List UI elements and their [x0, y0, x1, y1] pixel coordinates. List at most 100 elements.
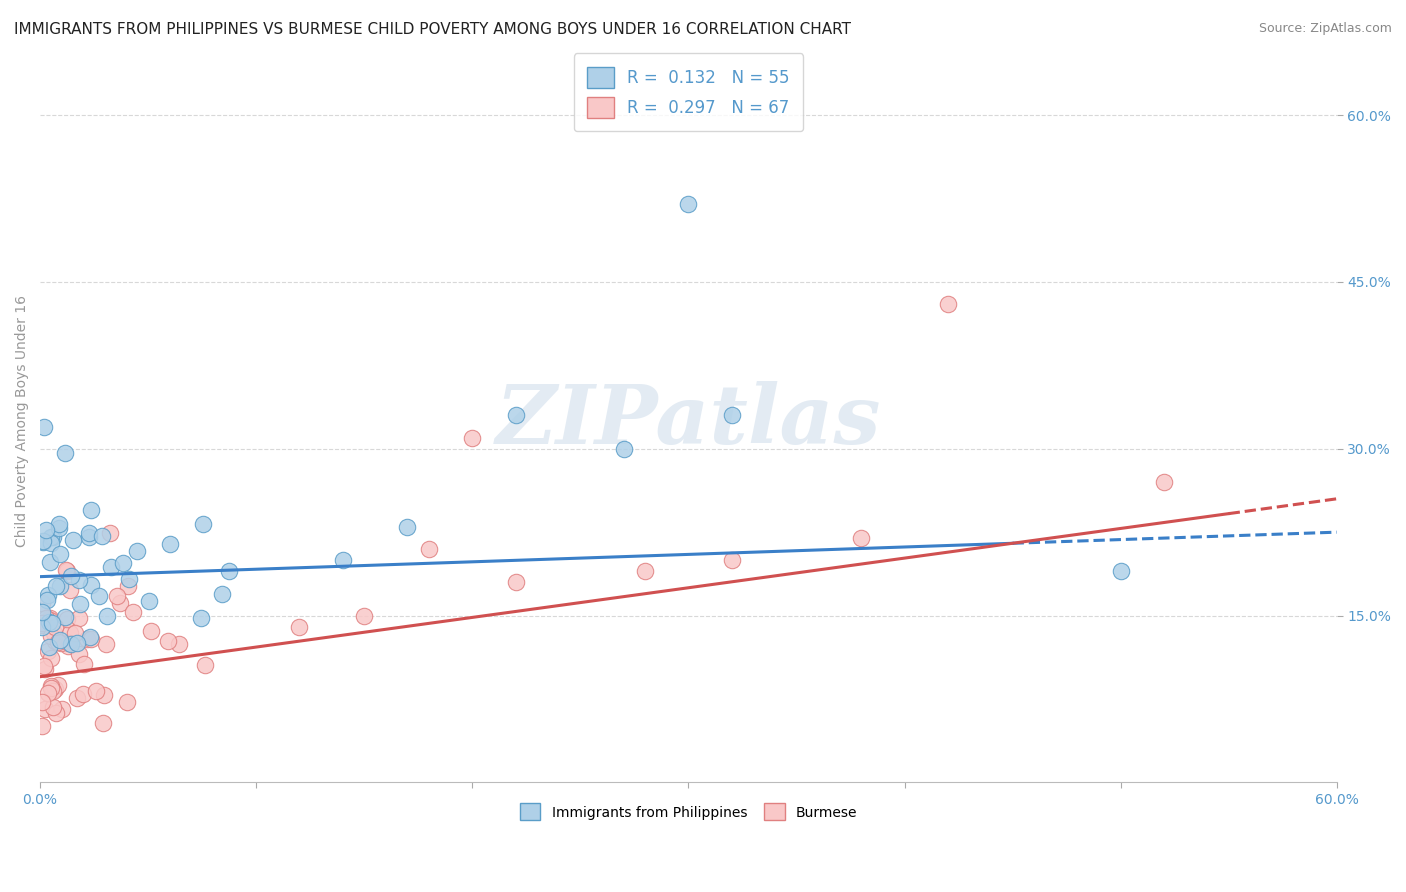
Point [44, 634, 66, 648]
Point [59, 582, 82, 597]
Point [96, 608, 118, 623]
Point [58, 636, 80, 650]
Point [56, 565, 79, 579]
Point [634, 564, 657, 578]
Point [39, 651, 62, 665]
Point [32, 419, 55, 434]
Point [37, 593, 59, 607]
Point [67, 573, 90, 587]
Point [31, 534, 53, 549]
Point [80, 632, 103, 647]
Point [118, 572, 141, 586]
Point [39, 629, 62, 643]
Point [59, 637, 82, 651]
Text: IMMIGRANTS FROM PHILIPPINES VS BURMESE CHILD POVERTY AMONG BOYS UNDER 16 CORRELA: IMMIGRANTS FROM PHILIPPINES VS BURMESE C… [14, 22, 851, 37]
Point [194, 658, 217, 673]
Point [353, 608, 375, 623]
Point [190, 610, 212, 624]
Point [77, 526, 100, 541]
Point [76, 632, 98, 646]
Point [32, 659, 55, 673]
Point [218, 564, 240, 578]
Point [62, 533, 84, 547]
Point [93, 716, 115, 731]
Point [48, 521, 70, 535]
Point [31, 605, 53, 619]
Point [1109, 564, 1132, 578]
Text: ZIPatlas: ZIPatlas [496, 381, 882, 461]
Point [79, 630, 101, 644]
Point [31, 719, 53, 733]
Point [53, 609, 76, 624]
Point [100, 560, 122, 574]
Point [720, 409, 742, 423]
Point [156, 634, 179, 648]
Point [125, 543, 148, 558]
Point [79, 530, 101, 544]
Point [72, 687, 94, 701]
Point [42, 684, 65, 698]
Legend: Immigrants from Philippines, Burmese: Immigrants from Philippines, Burmese [515, 798, 863, 826]
Point [84, 683, 107, 698]
Point [115, 695, 138, 709]
Text: Source: ZipAtlas.com: Source: ZipAtlas.com [1258, 22, 1392, 36]
Y-axis label: Child Poverty Among Boys Under 16: Child Poverty Among Boys Under 16 [15, 295, 30, 547]
Point [122, 605, 145, 619]
Point [141, 624, 163, 639]
Point [42, 530, 65, 544]
Point [37, 685, 59, 699]
Point [105, 590, 128, 604]
Point [159, 536, 181, 550]
Point [505, 575, 527, 590]
Point [167, 637, 190, 651]
Point [37, 588, 59, 602]
Point [39, 681, 62, 695]
Point [46, 635, 69, 649]
Point [34, 662, 56, 676]
Point [44, 620, 66, 634]
Point [67, 610, 90, 624]
Point [60, 569, 83, 583]
Point [66, 636, 89, 650]
Point [31, 695, 53, 709]
Point [96, 637, 118, 651]
Point [32, 535, 55, 549]
Point [49, 636, 72, 650]
Point [91, 529, 114, 543]
Point [505, 409, 527, 423]
Point [38, 615, 60, 629]
Point [73, 657, 96, 672]
Point [39, 611, 62, 625]
Point [31, 618, 53, 632]
Point [79, 503, 101, 517]
Point [31, 620, 53, 634]
Point [418, 541, 440, 556]
Point [41, 615, 63, 630]
Point [31, 615, 53, 630]
Point [613, 442, 636, 456]
Point [38, 613, 60, 627]
Point [41, 679, 63, 693]
Point [67, 647, 90, 661]
Point [80, 577, 103, 591]
Point [117, 578, 139, 592]
Point [39, 555, 62, 569]
Point [34, 523, 56, 537]
Point [69, 598, 91, 612]
Point [31, 596, 53, 610]
Point [38, 640, 60, 654]
Point [720, 553, 742, 567]
Point [851, 531, 873, 545]
Point [55, 563, 77, 577]
Point [46, 678, 69, 692]
Point [39, 536, 62, 550]
Point [112, 557, 135, 571]
Point [396, 519, 419, 533]
Point [108, 596, 131, 610]
Point [678, 197, 700, 211]
Point [98, 526, 121, 541]
Point [63, 626, 86, 640]
Point [48, 632, 70, 647]
Point [56, 612, 79, 626]
Point [35, 611, 58, 625]
